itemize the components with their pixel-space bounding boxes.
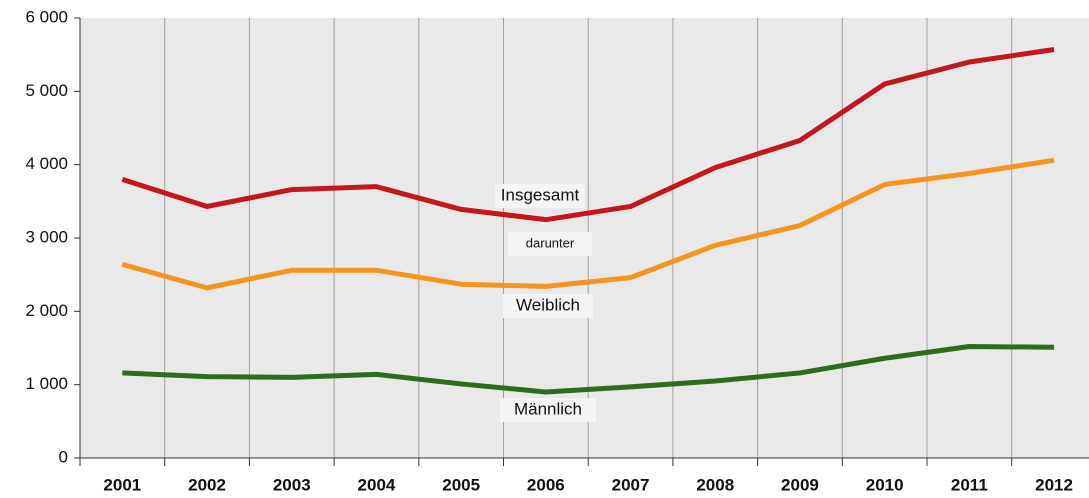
x-tick-label: 2012 — [1035, 475, 1073, 494]
series-label: Weiblich — [516, 295, 580, 314]
y-tick-label: 6 000 — [25, 7, 68, 26]
x-tick-label: 2003 — [273, 475, 311, 494]
x-tick-label: 2005 — [442, 475, 480, 494]
y-tick-label: 1 000 — [25, 374, 68, 393]
x-tick-label: 2009 — [781, 475, 819, 494]
y-tick-label: 3 000 — [25, 227, 68, 246]
label-box — [503, 294, 593, 318]
series-label: Insgesamt — [501, 185, 580, 204]
x-tick-label: 2001 — [103, 475, 141, 494]
x-tick-label: 2006 — [527, 475, 565, 494]
series-label: darunter — [526, 235, 575, 250]
label-box — [500, 398, 596, 422]
series-label: Männlich — [514, 399, 582, 418]
y-tick-label: 5 000 — [25, 81, 68, 100]
x-tick-label: 2010 — [866, 475, 904, 494]
series-line — [121, 157, 1055, 291]
y-tick-label: 2 000 — [25, 301, 68, 320]
series-line — [121, 47, 1055, 223]
y-tick-label: 0 — [59, 447, 68, 466]
x-tick-label: 2007 — [612, 475, 650, 494]
x-tick-label: 2002 — [188, 475, 226, 494]
y-tick-label: 4 000 — [25, 154, 68, 173]
x-tick-label: 2011 — [951, 475, 988, 494]
x-tick-label: 2008 — [696, 475, 734, 494]
x-tick-label: 2004 — [358, 475, 396, 494]
label-box — [508, 232, 592, 256]
label-box — [495, 184, 585, 208]
series-line — [122, 344, 1055, 395]
